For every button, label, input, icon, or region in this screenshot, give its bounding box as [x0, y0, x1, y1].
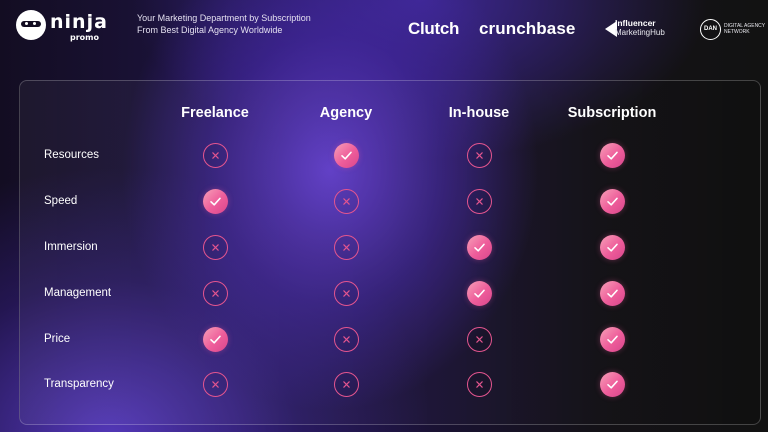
ninja-promo-logo[interactable]: ninja promo: [16, 9, 108, 43]
column-header: In-house: [448, 105, 510, 121]
check-icon: [599, 234, 625, 260]
check-icon: [599, 280, 625, 306]
ninja-mask-icon: [16, 10, 46, 40]
row-label: Resources: [44, 149, 99, 161]
site-header: ninja promo Your Marketing Department by…: [0, 0, 768, 60]
check-icon: [599, 326, 625, 352]
cross-icon: [333, 280, 359, 306]
cross-icon: [466, 326, 492, 352]
imh-line-1: Influencer: [615, 18, 656, 28]
cross-icon: [466, 371, 492, 397]
dan-line-1: DIGITAL AGENCY: [724, 23, 766, 29]
logo-wordmark: ninja: [50, 11, 108, 33]
check-icon: [599, 188, 625, 214]
check-icon: [599, 371, 625, 397]
row-label: Transparency: [44, 378, 114, 390]
cross-icon: [202, 371, 228, 397]
column-header: Agency: [319, 105, 373, 121]
cross-icon: [202, 280, 228, 306]
crunchbase-logo: crunchbase: [479, 19, 576, 38]
imh-line-2: MarketingHub: [615, 28, 665, 37]
cross-icon: [333, 371, 359, 397]
row-label: Speed: [44, 195, 78, 207]
cross-icon: [333, 188, 359, 214]
check-icon: [466, 234, 492, 260]
dan-badge: DAN: [700, 19, 721, 40]
cross-icon: [202, 142, 228, 168]
check-icon: [466, 280, 492, 306]
imh-arrow-icon: [605, 21, 617, 37]
cross-icon: [466, 188, 492, 214]
check-icon: [599, 142, 625, 168]
tagline-line-2: From Best Digital Agency Worldwide: [137, 25, 283, 35]
row-label: Price: [44, 333, 71, 345]
column-header: Freelance: [181, 105, 249, 121]
row-label: Immersion: [44, 241, 98, 253]
check-icon: [202, 326, 228, 352]
dan-line-2: NETWORK: [724, 29, 750, 35]
cross-icon: [333, 234, 359, 260]
logo-subtitle: promo: [70, 33, 99, 42]
cross-icon: [333, 326, 359, 352]
clutch-logo: Clutch: [408, 19, 460, 38]
cross-icon: [202, 234, 228, 260]
column-header: Subscription: [567, 105, 657, 121]
check-icon: [333, 142, 359, 168]
tagline-line-1: Your Marketing Department by Subscriptio…: [137, 13, 311, 23]
row-label: Management: [44, 287, 112, 299]
cross-icon: [466, 142, 492, 168]
check-icon: [202, 188, 228, 214]
tagline: Your Marketing Department by Subscriptio…: [137, 12, 367, 36]
comparison-table: Freelance Agency In-house Subscription Resou…: [19, 80, 761, 425]
